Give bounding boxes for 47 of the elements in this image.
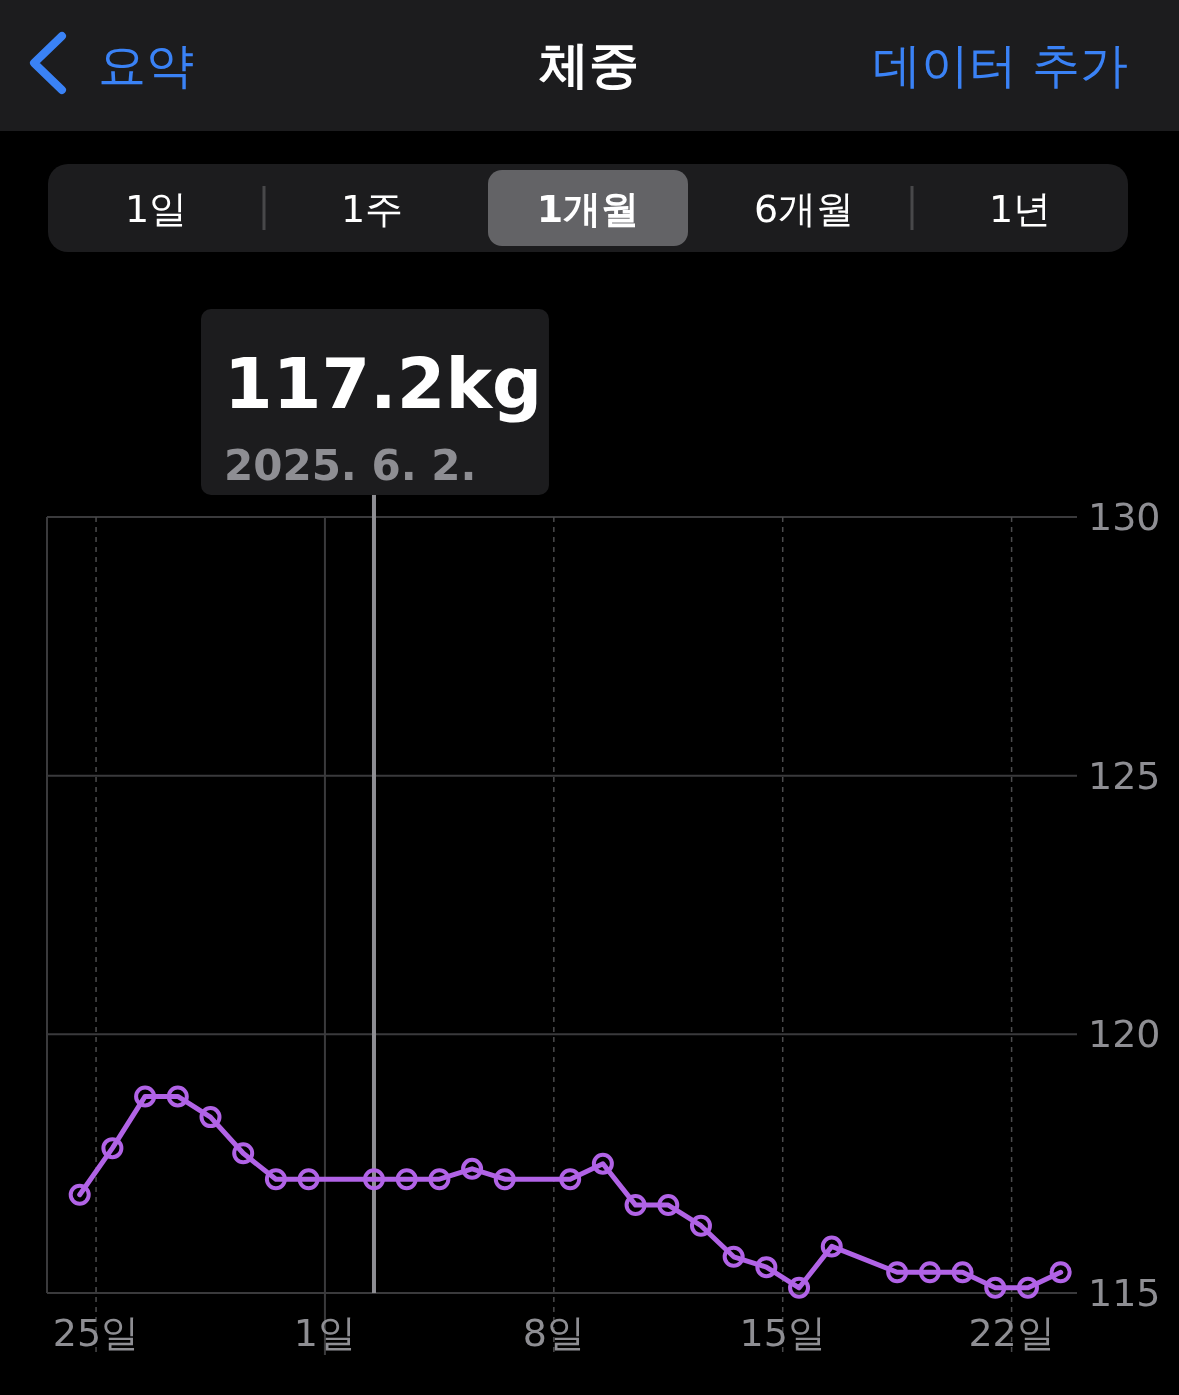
point [362,1168,385,1191]
point [886,1261,909,1284]
point [657,1194,680,1217]
point [264,1168,287,1191]
text: 1년 [988,187,1052,231]
x-tick-label: 25일 [52,1311,140,1355]
point [297,1168,320,1191]
point [493,1168,516,1191]
point [918,1261,941,1284]
text: 2025. 6. 2. [223,441,477,490]
point [232,1142,255,1165]
point [101,1137,124,1160]
point [461,1157,484,1180]
point [1016,1276,1039,1299]
text: 요약 [98,37,194,93]
point [820,1235,843,1258]
x-tick-label: 1일 [293,1311,357,1355]
y-tick-label: 120 [1088,1012,1161,1057]
point [624,1194,647,1217]
point [788,1276,811,1299]
text: 데이터 추가 [872,37,1128,93]
point [722,1245,745,1268]
point [689,1214,712,1237]
point [984,1276,1007,1299]
chart-title: 체중 [539,36,639,94]
text: 1일 [124,187,188,231]
text: 1개월 [536,187,640,231]
point [134,1085,157,1108]
text: 117.2kg [223,343,543,425]
text: 6개월 [753,187,855,231]
point [951,1261,974,1284]
point [559,1168,582,1191]
y-tick-label: 125 [1088,753,1161,798]
x-tick-label: 22일 [968,1311,1055,1355]
point [591,1152,614,1175]
point [1049,1261,1072,1284]
point [395,1168,418,1191]
point [428,1168,451,1191]
x-tick-label: 8일 [522,1311,585,1355]
point [755,1256,778,1279]
point [166,1085,189,1108]
y-tick-label: 130 [1088,495,1161,539]
point [68,1183,91,1206]
x-tick-label: 15일 [739,1311,826,1355]
point [199,1106,222,1129]
y-tick-label: 115 [1088,1271,1161,1315]
text: 1주 [340,187,404,231]
